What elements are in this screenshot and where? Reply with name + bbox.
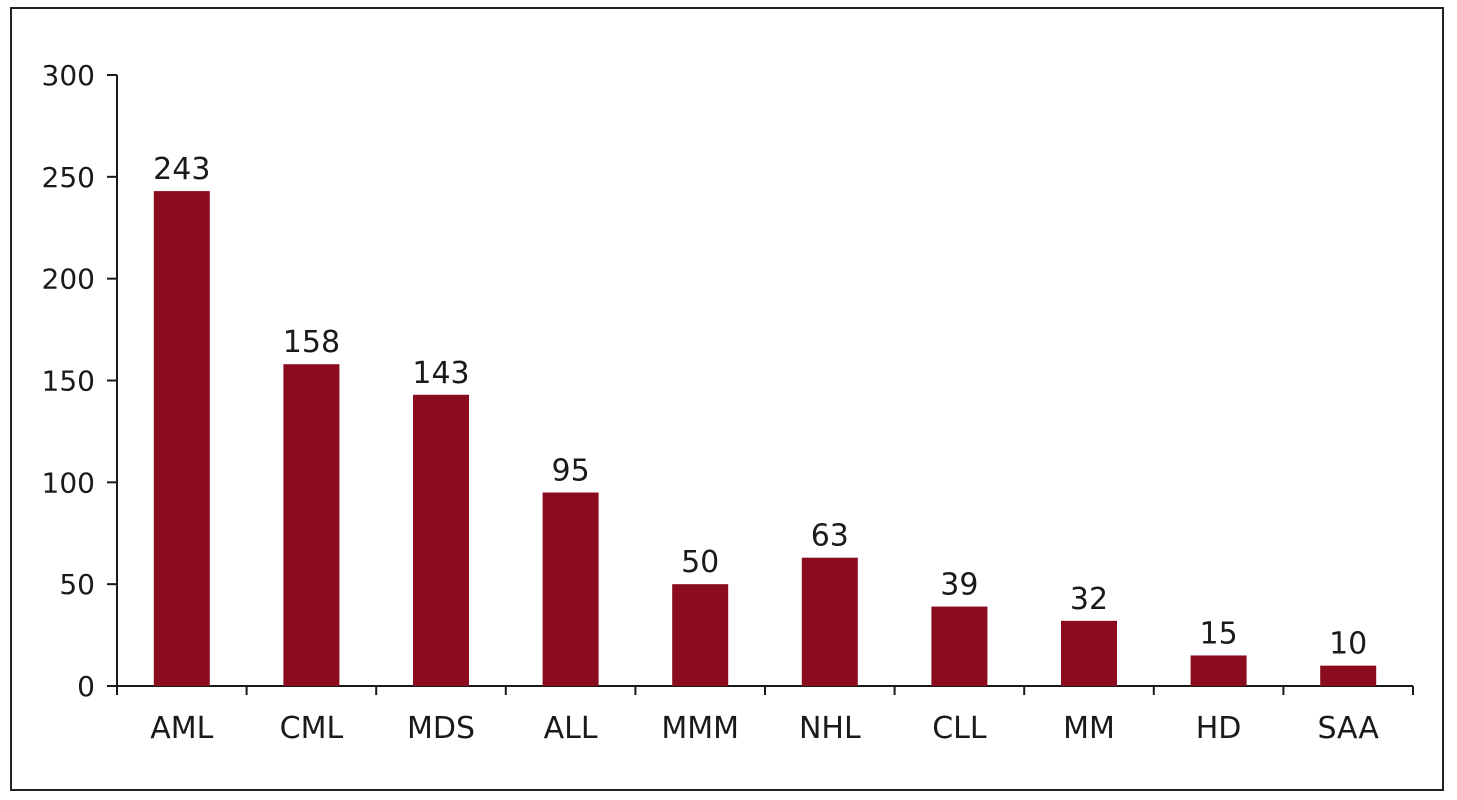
data-label-cml: 158 <box>283 325 340 360</box>
data-label-hd: 15 <box>1200 616 1238 651</box>
y-tick-label: 300 <box>42 59 95 92</box>
data-label-mm: 32 <box>1070 582 1108 617</box>
x-tick-label-saa: SAA <box>1317 711 1379 746</box>
y-axis: 0 50 100 150 200 250 300 <box>42 59 118 703</box>
bar-mds <box>413 394 469 686</box>
y-tick-label: 0 <box>77 670 95 703</box>
x-tick-label-cml: CML <box>280 711 344 746</box>
bars <box>153 191 1377 686</box>
data-label-saa: 10 <box>1329 627 1367 662</box>
bar-all <box>542 492 599 686</box>
bar-hd <box>1190 655 1247 686</box>
y-tick-label: 50 <box>59 568 95 601</box>
y-tick-label: 150 <box>42 365 95 398</box>
data-label-mds: 143 <box>412 356 469 391</box>
category-labels: AML CML MDS ALL MMM NHL CLL MM HD SAA <box>150 711 1379 746</box>
value-labels: 243 158 143 95 50 63 39 32 15 10 <box>153 152 1367 662</box>
bar-saa <box>1320 665 1377 686</box>
data-label-mmm: 50 <box>681 545 719 580</box>
x-tick-label-mmm: MMM <box>661 711 739 746</box>
x-tick-label-nhl: NHL <box>799 711 861 746</box>
data-label-nhl: 63 <box>811 519 849 554</box>
bar-cll <box>931 606 988 686</box>
x-tick-label-cll: CLL <box>932 711 987 746</box>
data-label-cll: 39 <box>940 568 978 603</box>
bar-aml <box>153 191 210 686</box>
data-label-all: 95 <box>552 454 590 489</box>
x-tick-label-mm: MM <box>1063 711 1115 746</box>
bar-mm <box>1061 620 1117 686</box>
y-tick-label: 100 <box>42 466 95 499</box>
x-tick-label-mds: MDS <box>407 711 475 746</box>
x-tick-label-hd: HD <box>1196 711 1242 746</box>
bar-nhl <box>801 557 858 686</box>
x-tick-label-aml: AML <box>150 711 213 746</box>
data-label-aml: 243 <box>153 152 210 187</box>
y-tick-label: 250 <box>42 161 95 194</box>
bar-mmm <box>672 584 729 686</box>
x-axis <box>116 685 1414 695</box>
x-tick-label-all: ALL <box>544 711 598 746</box>
y-tick-label: 200 <box>42 263 95 296</box>
bar-cml <box>283 364 340 686</box>
